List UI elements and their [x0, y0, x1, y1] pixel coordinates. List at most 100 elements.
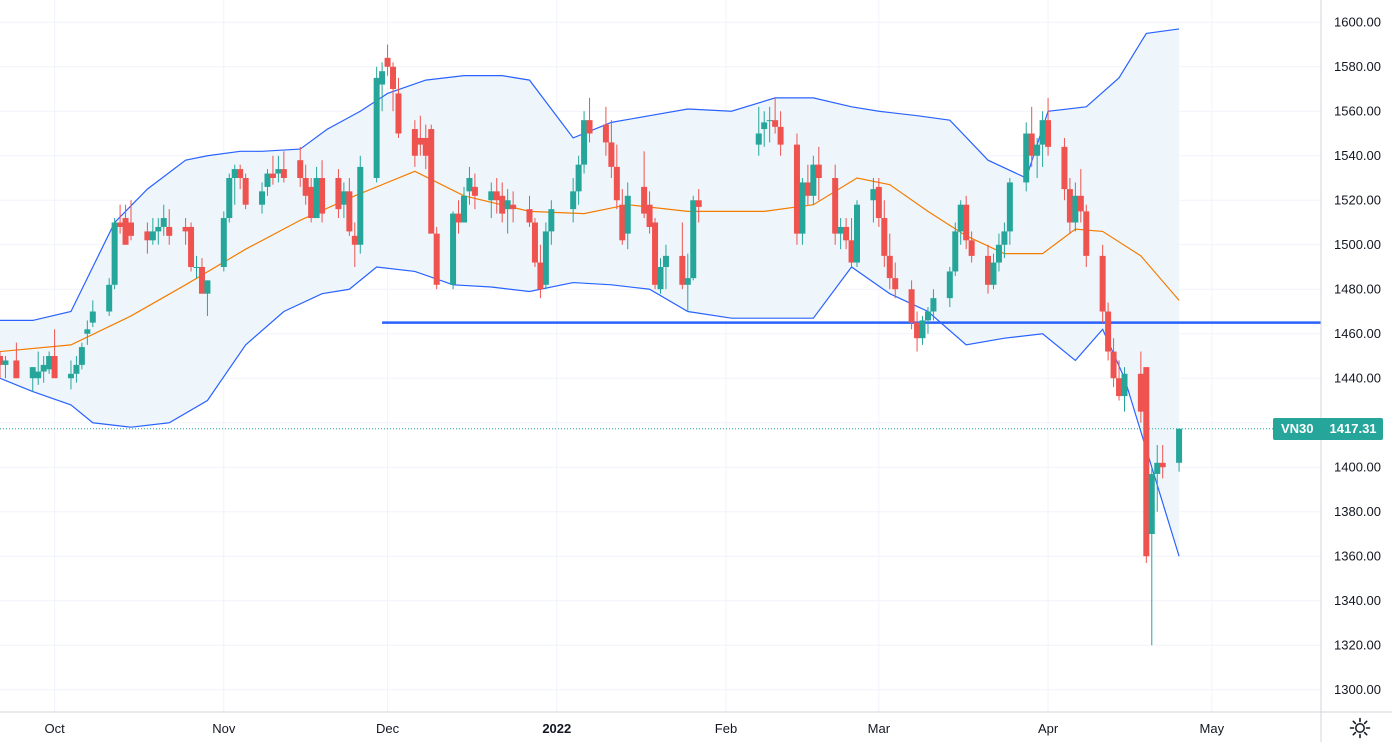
last-price-value: 1417.31 — [1329, 421, 1377, 437]
candle-body — [1034, 144, 1041, 156]
y-tick-label: 1320.00 — [1334, 637, 1381, 652]
candle-body — [886, 255, 893, 279]
bollinger-lower-line — [0, 266, 1180, 557]
candle-body — [892, 278, 899, 290]
last-price-badge: VN30 1417.31 — [1273, 417, 1383, 440]
candle-body — [815, 164, 822, 178]
y-tick-label: 1480.00 — [1334, 281, 1381, 296]
candle-body — [493, 191, 500, 201]
candle-body — [237, 169, 244, 178]
candle-body — [308, 186, 315, 219]
candle-body — [1154, 462, 1161, 474]
candle-body — [510, 204, 517, 210]
candle-body — [269, 173, 276, 178]
x-tick-label: Feb — [715, 721, 737, 736]
candle-body — [575, 164, 582, 192]
candle-body — [1066, 189, 1073, 223]
candle-body — [777, 126, 784, 145]
candle-body — [641, 186, 648, 214]
candle-body — [570, 191, 577, 210]
candle-body — [297, 160, 304, 178]
x-tick-label: Dec — [376, 721, 400, 736]
candle-body — [662, 255, 669, 267]
candle-body — [264, 173, 271, 187]
candle-body — [346, 191, 353, 232]
candle-body — [1039, 120, 1046, 145]
candle-body — [799, 182, 806, 234]
support-line — [0, 321, 1321, 430]
bollinger-band — [0, 28, 1180, 557]
candle-body — [581, 120, 588, 165]
candle-body — [155, 226, 162, 232]
candle-body — [182, 226, 189, 232]
y-tick-label: 1400.00 — [1334, 459, 1381, 474]
candle-body — [422, 137, 429, 156]
candle-body — [428, 129, 435, 234]
candle-body — [870, 189, 877, 201]
candle-body — [1077, 195, 1084, 212]
candle-body — [602, 124, 609, 143]
candle-body — [455, 213, 462, 223]
candle-body — [460, 195, 467, 223]
candle-body — [302, 178, 309, 196]
candle-body — [226, 178, 233, 219]
candle-body — [586, 120, 593, 134]
candle-body — [111, 222, 118, 285]
candle-body — [499, 195, 506, 214]
candle-body — [242, 178, 249, 205]
candle-body — [657, 267, 664, 290]
candle-body — [35, 371, 42, 379]
candle-body — [275, 169, 282, 174]
x-tick-label: Oct — [44, 721, 65, 736]
candle-body — [1105, 311, 1112, 352]
candle-body — [1137, 373, 1144, 412]
candle-body — [231, 169, 238, 178]
candle-body — [433, 233, 440, 285]
candle-body — [624, 195, 631, 234]
candle-body — [995, 244, 1002, 263]
candle-body — [854, 204, 861, 263]
candle-body — [144, 231, 151, 241]
y-tick-label: 1460.00 — [1334, 326, 1381, 341]
candle-body — [122, 218, 129, 245]
candle-body — [357, 166, 364, 245]
candle-body — [73, 364, 80, 374]
x-tick-label: 2022 — [542, 721, 571, 736]
candle-body — [335, 178, 342, 210]
candle-body — [608, 142, 615, 167]
y-tick-label: 1560.00 — [1334, 103, 1381, 118]
candle-body — [149, 231, 156, 241]
candle-body — [1023, 133, 1030, 183]
candle-body — [128, 222, 135, 236]
candle-body — [1061, 146, 1068, 190]
x-tick-label: Mar — [868, 721, 891, 736]
candle-body — [848, 240, 855, 263]
candle-body — [450, 213, 457, 285]
candle-body — [188, 226, 195, 267]
y-tick-label: 1520.00 — [1334, 192, 1381, 207]
x-tick-label: May — [1200, 721, 1225, 736]
y-tick-label: 1500.00 — [1334, 237, 1381, 252]
candle-body — [1006, 182, 1013, 232]
candle-body — [930, 298, 937, 312]
candle-body — [319, 178, 326, 214]
candle-body — [1072, 195, 1079, 223]
y-tick-label: 1340.00 — [1334, 593, 1381, 608]
settings-gear-icon[interactable] — [1348, 716, 1372, 740]
candle-body — [390, 66, 397, 89]
x-tick-label: Nov — [212, 721, 236, 736]
candle-body — [963, 204, 970, 241]
candle-body — [619, 204, 626, 241]
middle-ma-line — [0, 170, 1180, 353]
candle-body — [471, 186, 478, 196]
y-tick-label: 1360.00 — [1334, 548, 1381, 563]
candle-body — [466, 178, 473, 192]
y-tick-label: 1600.00 — [1334, 14, 1381, 29]
candle-body — [1110, 351, 1117, 379]
candle-body — [985, 255, 992, 285]
candle-body — [843, 226, 850, 241]
candle-body — [531, 222, 538, 263]
bollinger-upper-line — [0, 28, 1180, 321]
